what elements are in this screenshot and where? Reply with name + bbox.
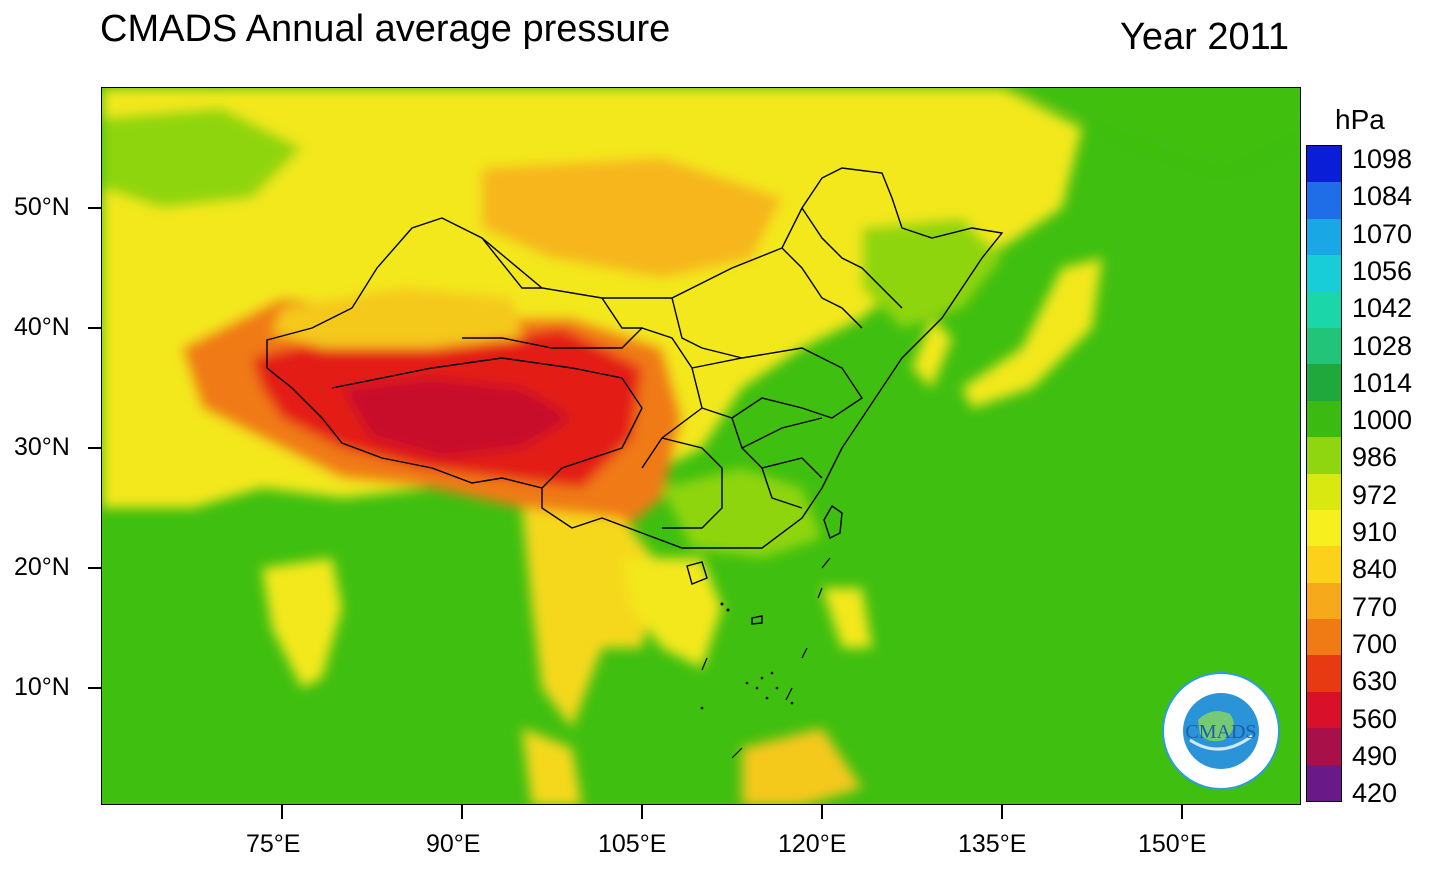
cmads-logo: CMADS: [1162, 672, 1280, 790]
lat-tick: [88, 327, 102, 329]
lon-label-75e: 75°E: [246, 830, 301, 858]
colorbar-label: 770: [1352, 591, 1398, 622]
lat-label-30n: 30°N: [14, 433, 70, 461]
colorbar-swatch: [1307, 764, 1341, 802]
colorbar-label: 1084: [1352, 181, 1413, 212]
lat-tick: [88, 447, 102, 449]
lon-tick: [461, 805, 463, 819]
colorbar-swatch: [1307, 327, 1341, 365]
colorbar-swatch: [1307, 619, 1341, 656]
lon-tick: [641, 805, 643, 819]
colorbar-label: 1028: [1352, 330, 1413, 361]
colorbar-label: 1000: [1352, 405, 1413, 436]
colorbar-label: 972: [1352, 479, 1398, 510]
lon-label-120e: 120°E: [778, 830, 847, 858]
lon-tick: [1001, 805, 1003, 819]
colorbar-label: 1070: [1352, 218, 1413, 249]
colorbar-label: 1042: [1352, 293, 1413, 324]
colorbar-swatch: [1307, 509, 1341, 547]
lon-label-150e: 150°E: [1138, 830, 1207, 858]
colorbar-swatch: [1307, 546, 1341, 583]
year-label: Year 2011: [1120, 16, 1290, 58]
colorbar-label: 1056: [1352, 255, 1413, 286]
lat-tick: [88, 567, 102, 569]
lon-tick: [1181, 805, 1183, 819]
lon-tick: [281, 805, 283, 819]
colorbar-swatch: [1307, 364, 1341, 401]
colorbar-label: 1098: [1352, 144, 1413, 174]
colorbar-swatch: [1307, 691, 1341, 729]
colorbar-label: 420: [1352, 778, 1398, 809]
colorbar-swatch: [1307, 182, 1341, 219]
colorbar-label: 840: [1352, 554, 1398, 585]
lon-label-105e: 105°E: [598, 830, 667, 858]
colorbar-swatch: [1307, 255, 1341, 292]
colorbar-swatch: [1307, 218, 1341, 256]
lat-tick: [88, 687, 102, 689]
colorbar-label: 700: [1352, 628, 1398, 659]
lon-tick: [821, 805, 823, 819]
lat-label-40n: 40°N: [14, 313, 70, 341]
svg-text:CMADS: CMADS: [1185, 721, 1256, 743]
map-title: CMADS Annual average pressure: [100, 8, 671, 50]
lat-label-10n: 10°N: [14, 673, 70, 701]
colorbar-label: 630: [1352, 666, 1398, 697]
colorbar-label: 986: [1352, 442, 1398, 473]
pressure-field: [102, 88, 1300, 804]
lon-label-135e: 135°E: [958, 830, 1027, 858]
lat-tick: [88, 207, 102, 209]
lon-label-90e: 90°E: [426, 830, 481, 858]
colorbar-swatch: [1307, 582, 1341, 620]
colorbar-label: 910: [1352, 517, 1398, 547]
colorbar-swatch: [1307, 437, 1341, 474]
colorbar-unit: hPa: [1335, 104, 1385, 135]
lat-label-20n: 20°N: [14, 553, 70, 581]
colorbar-swatch: [1307, 400, 1341, 438]
colorbar-swatch: [1307, 291, 1341, 328]
colorbar-swatch: [1307, 655, 1341, 692]
colorbar-swatch: [1307, 146, 1341, 183]
colorbar-label: 1014: [1352, 367, 1413, 398]
colorbar-label: 490: [1352, 740, 1398, 771]
colorbar: [1306, 145, 1342, 802]
colorbar-label: 560: [1352, 703, 1398, 734]
colorbar-swatch: [1307, 473, 1341, 510]
colorbar-swatch: [1307, 728, 1341, 765]
pressure-map: [101, 87, 1301, 805]
lat-label-50n: 50°N: [14, 193, 70, 221]
